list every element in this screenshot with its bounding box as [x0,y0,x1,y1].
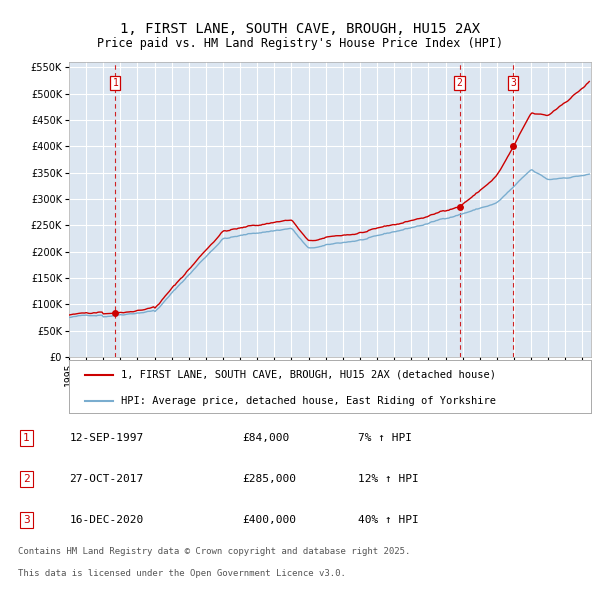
Text: 16-DEC-2020: 16-DEC-2020 [70,515,144,525]
Text: £285,000: £285,000 [242,474,296,484]
Text: 7% ↑ HPI: 7% ↑ HPI [358,433,412,443]
Text: 2: 2 [23,474,30,484]
Text: 3: 3 [511,78,516,88]
Text: 12% ↑ HPI: 12% ↑ HPI [358,474,418,484]
Text: Price paid vs. HM Land Registry's House Price Index (HPI): Price paid vs. HM Land Registry's House … [97,37,503,50]
Text: 3: 3 [23,515,30,525]
Text: HPI: Average price, detached house, East Riding of Yorkshire: HPI: Average price, detached house, East… [121,396,496,407]
Text: 12-SEP-1997: 12-SEP-1997 [70,433,144,443]
Text: 27-OCT-2017: 27-OCT-2017 [70,474,144,484]
Text: This data is licensed under the Open Government Licence v3.0.: This data is licensed under the Open Gov… [18,569,346,578]
Text: Contains HM Land Registry data © Crown copyright and database right 2025.: Contains HM Land Registry data © Crown c… [18,548,410,556]
Text: 1, FIRST LANE, SOUTH CAVE, BROUGH, HU15 2AX (detached house): 1, FIRST LANE, SOUTH CAVE, BROUGH, HU15 … [121,370,496,380]
Text: 1: 1 [112,78,118,88]
Text: £84,000: £84,000 [242,433,290,443]
Text: 1: 1 [23,433,30,443]
Text: 2: 2 [457,78,463,88]
Text: £400,000: £400,000 [242,515,296,525]
Text: 1, FIRST LANE, SOUTH CAVE, BROUGH, HU15 2AX: 1, FIRST LANE, SOUTH CAVE, BROUGH, HU15 … [120,22,480,37]
Text: 40% ↑ HPI: 40% ↑ HPI [358,515,418,525]
